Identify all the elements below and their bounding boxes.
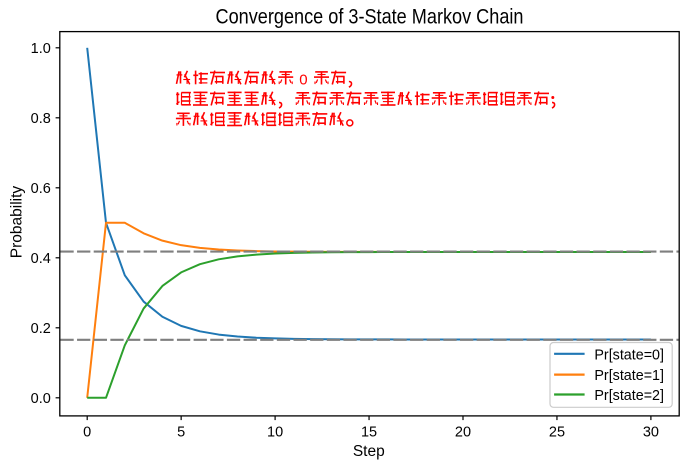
svg-text:Pr[state=0]: Pr[state=0] [594, 346, 664, 363]
svg-text:Pr[state=2]: Pr[state=2] [594, 387, 664, 404]
svg-text:0.4: 0.4 [31, 251, 51, 267]
svg-text:25: 25 [549, 425, 565, 441]
svg-text:0.0: 0.0 [31, 391, 51, 407]
svg-text:1.0: 1.0 [31, 41, 51, 57]
svg-text:20: 20 [455, 425, 471, 441]
svg-text:Step: Step [353, 443, 385, 460]
svg-text:5: 5 [177, 425, 185, 441]
svg-text:0.8: 0.8 [31, 111, 51, 127]
svg-text:Convergence of 3-State Markov: Convergence of 3-State Markov Chain [216, 5, 524, 28]
svg-text:0.6: 0.6 [31, 181, 51, 197]
svg-text:0: 0 [299, 72, 307, 89]
svg-text:Pr[state=1]: Pr[state=1] [594, 367, 664, 384]
svg-text:30: 30 [643, 425, 659, 441]
svg-text:10: 10 [267, 425, 283, 441]
svg-text:0: 0 [83, 425, 91, 441]
svg-text:Probability: Probability [9, 186, 26, 259]
svg-text:15: 15 [361, 425, 377, 441]
svg-text:0.2: 0.2 [31, 321, 51, 337]
